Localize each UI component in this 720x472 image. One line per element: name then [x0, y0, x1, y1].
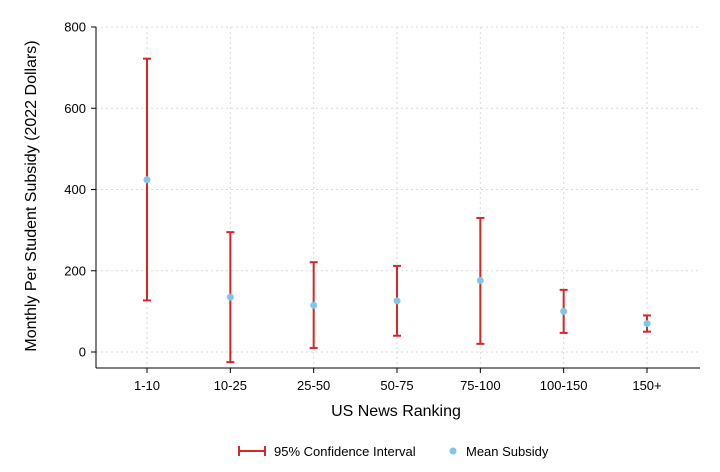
legend-mean-label: Mean Subsidy	[466, 444, 549, 459]
y-ticks: 0 200 400 600 800	[64, 20, 96, 360]
legend: 95% Confidence Interval Mean Subsidy	[238, 444, 549, 459]
x-tick-label: 10-25	[214, 378, 247, 393]
y-tick-label: 400	[64, 182, 86, 197]
mean-point	[393, 297, 401, 305]
mean-point	[143, 176, 151, 184]
mean-point	[643, 320, 651, 328]
y-tick-label: 0	[79, 345, 86, 360]
y-tick-label: 600	[64, 101, 86, 116]
y-tick-label: 800	[64, 20, 86, 35]
mean-point	[226, 293, 234, 301]
mean-point	[476, 277, 484, 284]
x-tick-label: 25-50	[297, 378, 330, 393]
confidence-intervals	[143, 57, 651, 364]
mean-point	[560, 307, 568, 315]
mean-points	[143, 176, 651, 328]
y-tick-label: 200	[64, 263, 86, 278]
axes	[95, 27, 700, 369]
legend-mean-swatch	[449, 447, 457, 455]
x-tick-label: 75-100	[460, 378, 500, 393]
x-tick-label: 150+	[632, 378, 661, 393]
x-tick-label: 100-150	[540, 378, 588, 393]
x-ticks: 1-10 10-25 25-50 50-75 75-100 100-150 150+	[134, 368, 662, 393]
x-tick-label: 1-10	[134, 378, 160, 393]
legend-ci-label: 95% Confidence Interval	[274, 444, 416, 459]
x-tick-label: 50-75	[380, 378, 413, 393]
mean-point	[310, 301, 318, 309]
legend-item-ci: 95% Confidence Interval	[238, 444, 416, 459]
x-axis-title: US News Ranking	[331, 403, 461, 420]
legend-item-mean: Mean Subsidy	[449, 444, 549, 459]
y-axis-title: Monthly Per Student Subsidy (2022 Dollar…	[23, 40, 40, 351]
